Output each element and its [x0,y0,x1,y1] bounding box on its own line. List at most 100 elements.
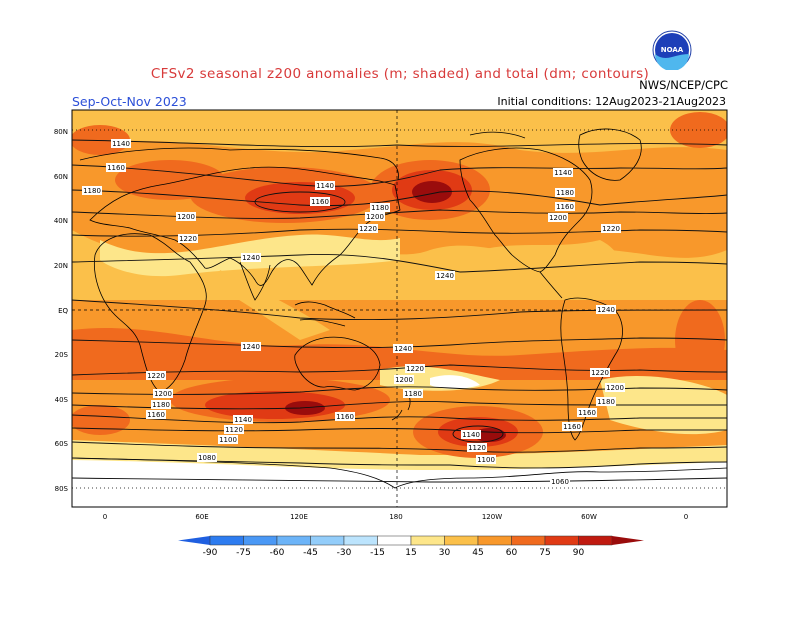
lat-label: 80S [55,485,69,493]
agency-label: NWS/NCEP/CPC [639,78,728,92]
contour-label: 1220 [405,364,425,373]
contour-label: 1160 [577,408,597,417]
svg-text:1220: 1220 [359,225,377,233]
colorbar-tick-label: -30 [337,548,352,558]
svg-text:1120: 1120 [468,444,486,452]
contour-label: 1140 [111,139,131,148]
lon-label: 120E [290,513,308,521]
svg-text:1160: 1160 [147,411,165,419]
contour-label: 1220 [590,368,610,377]
contour-label: 1100 [218,435,238,444]
lon-label: 180 [389,513,402,521]
svg-text:1220: 1220 [179,235,197,243]
contour-label: 1140 [553,168,573,177]
colorbar-swatch [578,535,613,546]
contour-label: 1140 [315,181,335,190]
colorbar-tick-label: 45 [472,548,483,558]
svg-text:1240: 1240 [436,272,454,280]
colorbar-tick-label: 75 [539,548,550,558]
svg-text:1240: 1240 [394,345,412,353]
svg-text:1080: 1080 [198,454,216,462]
height-contours [72,139,727,483]
colorbar-arrow-left [178,536,210,545]
svg-text:1160: 1160 [311,198,329,206]
contour-label: 1120 [224,425,244,434]
svg-text:1140: 1140 [234,416,252,424]
svg-text:1180: 1180 [597,398,615,406]
colorbar-tick-label: 30 [439,548,451,558]
svg-text:1160: 1160 [578,409,596,417]
colorbar-swatch [343,535,378,546]
lat-label: 40S [55,396,69,404]
contour-label: 1200 [548,213,568,222]
lat-label: 20N [54,262,68,270]
contour-label: 1220 [601,224,621,233]
svg-text:1240: 1240 [597,306,615,314]
colorbar-tick-label: -75 [236,548,251,558]
coastlines [72,128,727,489]
lon-label: 60E [195,513,208,521]
svg-text:1140: 1140 [462,431,480,439]
lon-label: 0 [684,513,688,521]
contour-label: 1240 [596,305,616,314]
contour-label: 1180 [403,389,423,398]
svg-text:1200: 1200 [177,213,195,221]
colorbar-swatch [410,535,445,546]
contour-label: 1140 [461,430,481,439]
longitude-labels: 0 60E 120E 180 120W 60W 0 [103,513,688,521]
svg-text:1180: 1180 [371,204,389,212]
lat-label: 20S [55,351,69,359]
colorbar-swatch [209,535,244,546]
contour-label: 1200 [153,389,173,398]
svg-text:1200: 1200 [395,376,413,384]
colorbar-tick-label: 90 [573,548,585,558]
contour-label: 1080 [197,453,217,462]
noaa-logo-text: NOAA [661,46,684,54]
contour-label: 1240 [241,253,261,262]
colorbar-tick-label: -45 [303,548,318,558]
colorbar-swatch [243,535,278,546]
svg-text:1240: 1240 [242,254,260,262]
colorbar: -90 -75 -60 -45 -30 -15 15 30 45 60 75 90 [178,535,644,558]
svg-text:1160: 1160 [563,423,581,431]
lat-label: EQ [58,307,68,315]
svg-text:1100: 1100 [477,456,495,464]
svg-text:1220: 1220 [602,225,620,233]
lon-label: 0 [103,513,107,521]
contour-label: 1180 [151,400,171,409]
lat-label: 60N [54,173,68,181]
svg-text:1180: 1180 [556,189,574,197]
svg-text:1140: 1140 [316,182,334,190]
contour-label: 1240 [393,344,413,353]
contour-label: 1120 [467,443,487,452]
lon-label: 120W [482,513,502,521]
contour-label: 1180 [370,203,390,212]
contour-label: 1200 [365,212,385,221]
contour-label: 1180 [555,188,575,197]
contour-label: 1160 [555,202,575,211]
contour-label: 1160 [106,163,126,172]
svg-text:1120: 1120 [225,426,243,434]
svg-text:1100: 1100 [219,436,237,444]
contour-label: 1180 [82,186,102,195]
svg-text:1200: 1200 [154,390,172,398]
svg-text:1200: 1200 [366,213,384,221]
contour-label: 1160 [310,197,330,206]
contour-label: 1180 [596,397,616,406]
page-title: CFSv2 seasonal z200 anomalies (m; shaded… [150,66,650,82]
lat-label: 80N [54,128,68,136]
colorbar-tick-label: -90 [203,548,218,558]
svg-text:1160: 1160 [336,413,354,421]
noaa-logo-icon: NOAA [652,30,692,70]
svg-text:1160: 1160 [556,203,574,211]
contour-label: 1240 [241,342,261,351]
svg-text:1180: 1180 [152,401,170,409]
svg-text:1160: 1160 [107,164,125,172]
contour-label: 1160 [335,412,355,421]
colorbar-swatch [377,535,412,546]
lon-label: 60W [581,513,597,521]
svg-text:1060: 1060 [551,478,569,486]
svg-text:1220: 1220 [591,369,609,377]
svg-text:1180: 1180 [404,390,422,398]
